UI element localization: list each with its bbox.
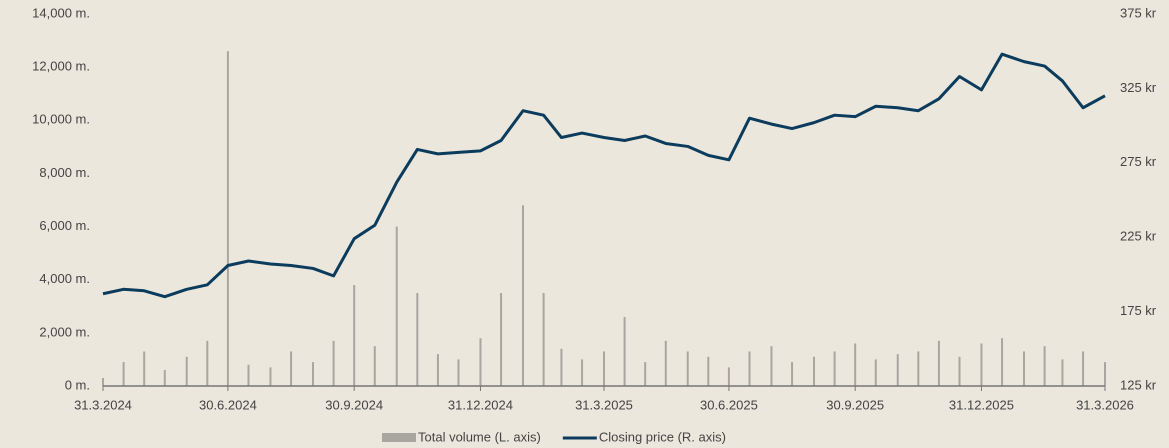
volume-bar <box>980 343 983 386</box>
volume-bar <box>664 340 667 386</box>
volume-bar <box>290 351 293 386</box>
volume-bar <box>332 340 335 386</box>
y-tick-label: 14,000 m. <box>32 5 90 20</box>
volume-bar <box>770 346 773 386</box>
y-tick-label: 8,000 m. <box>39 165 90 180</box>
volume-bar <box>457 359 460 386</box>
volume-bar <box>833 351 836 386</box>
volume-bar <box>958 356 961 386</box>
volume-bar <box>874 359 877 386</box>
y-tick-label: 2,000 m. <box>39 324 90 339</box>
volume-bar <box>748 351 751 386</box>
volume-bar <box>623 316 626 386</box>
x-tick-label: 31.3.2024 <box>74 397 132 412</box>
y2-tick-label: 275 kr <box>1120 154 1157 169</box>
price-line <box>102 52 1106 299</box>
y-tick-label: 0 m. <box>65 377 90 392</box>
volume-bar <box>791 362 794 386</box>
volume-bar <box>500 293 503 386</box>
volume-bar <box>1082 351 1085 386</box>
volume-bar <box>896 354 899 386</box>
volume-bar <box>1043 346 1046 386</box>
legend-swatch <box>382 433 416 442</box>
x-tick-label: 30.9.2025 <box>826 397 884 412</box>
x-tick-label: 30.9.2024 <box>325 397 383 412</box>
y-tick-label: 10,000 m. <box>32 112 90 127</box>
volume-bar <box>436 354 439 386</box>
y2-tick-label: 325 kr <box>1120 80 1157 95</box>
volume-bar <box>603 351 605 386</box>
volume-bar <box>226 51 229 386</box>
x-tick-label: 31.3.2025 <box>575 397 633 412</box>
legend-label: Closing price (R. axis) <box>599 429 726 444</box>
y2-tick-label: 375 kr <box>1120 5 1157 20</box>
x-tick-label: 30.6.2024 <box>199 397 257 412</box>
volume-bar <box>581 359 584 386</box>
volume-bar <box>247 364 250 386</box>
volume-bar <box>937 340 940 386</box>
volume-bar <box>542 293 545 386</box>
y2-tick-label: 225 kr <box>1120 229 1157 244</box>
y-tick-label: 4,000 m. <box>39 271 90 286</box>
volume-bar <box>185 356 188 386</box>
volume-bar <box>522 205 525 386</box>
y-tick-label: 6,000 m. <box>39 218 90 233</box>
volume-bar <box>707 356 710 386</box>
volume-bar <box>416 293 419 386</box>
x-tick-label: 31.3.2026 <box>1076 397 1134 412</box>
volume-bar <box>206 340 209 386</box>
volume-bar <box>479 338 482 386</box>
y2-tick-label: 125 kr <box>1120 377 1157 392</box>
volume-bar <box>560 348 563 386</box>
volume-bar <box>163 370 166 386</box>
volume-bar <box>813 356 816 386</box>
volume-bar <box>143 351 146 386</box>
volume-bar <box>1104 362 1106 386</box>
x-tick-label: 31.12.2024 <box>448 397 513 412</box>
volume-bar <box>312 362 315 386</box>
volume-bar <box>686 351 689 386</box>
x-tick-label: 31.12.2025 <box>949 397 1014 412</box>
volume-bar <box>395 226 398 386</box>
volume-bar <box>1001 338 1004 386</box>
volume-bar <box>122 362 125 386</box>
volume-bar <box>1061 359 1064 386</box>
volume-bar <box>644 362 647 386</box>
volume-bar <box>1023 351 1026 386</box>
volume-bar <box>727 367 730 386</box>
volume-bar <box>917 351 920 386</box>
legend-label: Total volume (L. axis) <box>418 429 541 444</box>
y-tick-label: 12,000 m. <box>32 59 90 74</box>
x-tick-label: 30.6.2025 <box>700 397 758 412</box>
volume-bar <box>353 285 356 386</box>
volume-bar <box>269 367 272 386</box>
volume-bar <box>373 346 376 386</box>
volume-bar <box>854 343 857 386</box>
y2-tick-label: 175 kr <box>1120 303 1157 318</box>
volume-bar <box>102 378 104 386</box>
